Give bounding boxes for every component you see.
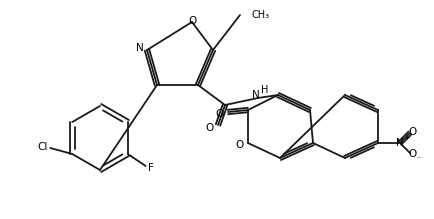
Text: N: N xyxy=(395,138,403,148)
Text: +: + xyxy=(402,132,408,141)
Text: N: N xyxy=(136,43,144,53)
Text: H: H xyxy=(260,85,268,95)
Text: F: F xyxy=(148,163,153,173)
Text: ⁻: ⁻ xyxy=(416,154,420,164)
Text: Cl: Cl xyxy=(37,142,47,152)
Text: O: O xyxy=(408,149,416,159)
Text: O: O xyxy=(235,140,243,150)
Text: O: O xyxy=(408,127,416,137)
Text: N: N xyxy=(252,90,259,100)
Text: CH₃: CH₃ xyxy=(251,10,270,20)
Text: O: O xyxy=(205,123,214,133)
Text: O: O xyxy=(188,16,197,26)
Text: O: O xyxy=(215,109,224,119)
